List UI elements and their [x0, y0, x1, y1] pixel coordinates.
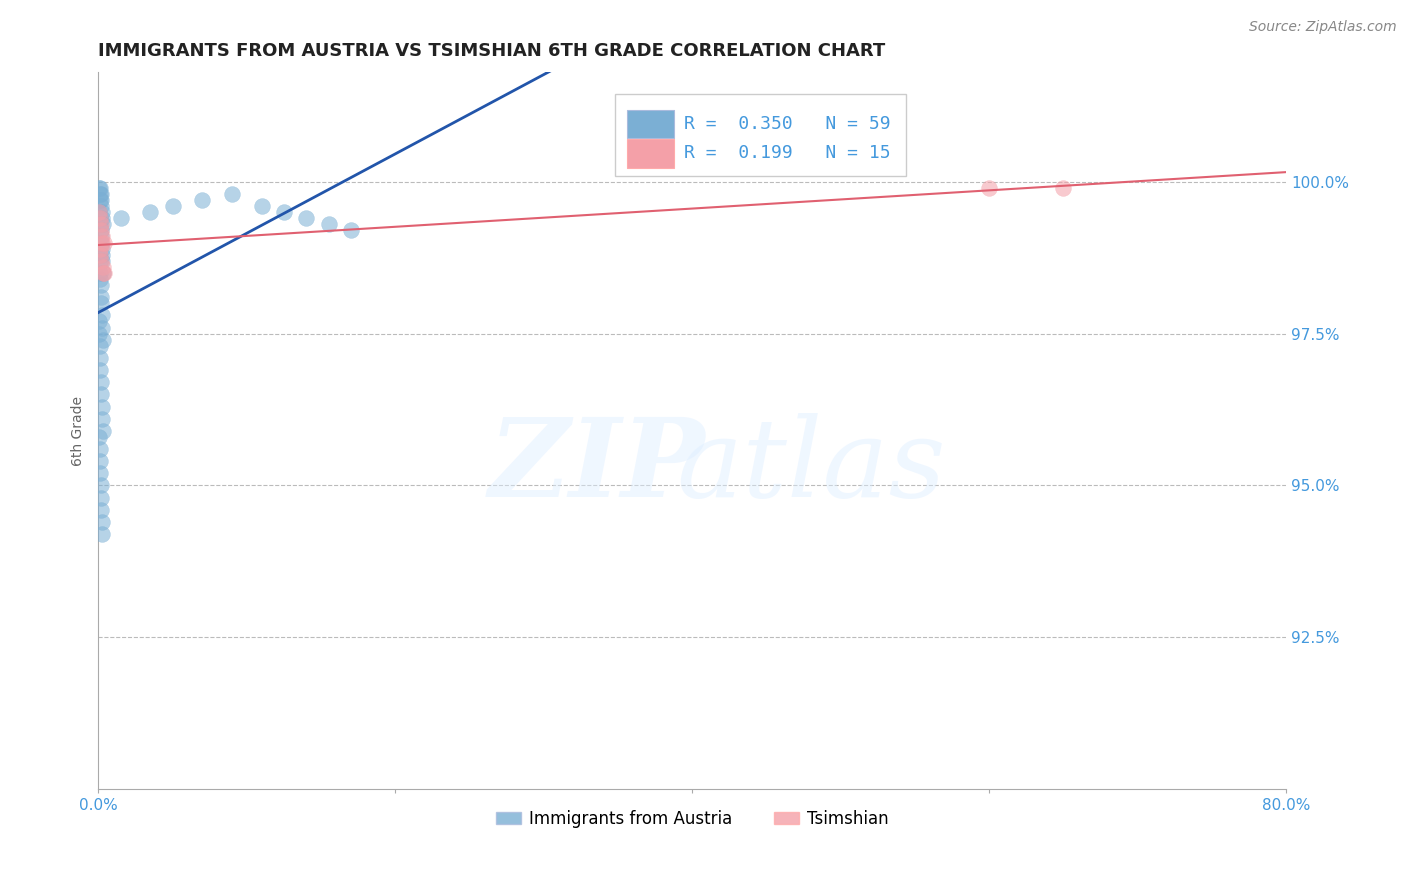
Text: Source: ZipAtlas.com: Source: ZipAtlas.com — [1249, 20, 1396, 34]
Point — [89, 193, 111, 207]
FancyBboxPatch shape — [614, 94, 905, 177]
Point — [89, 326, 111, 341]
Point — [89, 247, 111, 261]
Point — [90, 278, 112, 293]
Point — [89, 339, 111, 353]
FancyBboxPatch shape — [627, 110, 675, 138]
Point — [89, 272, 111, 286]
Point — [295, 211, 318, 226]
Text: R =  0.350   N = 59: R = 0.350 N = 59 — [683, 115, 890, 133]
Point — [89, 205, 111, 219]
Point — [90, 229, 112, 244]
Point — [977, 181, 1000, 195]
Point — [221, 186, 243, 201]
Point — [89, 211, 111, 226]
Point — [91, 320, 114, 334]
Point — [93, 266, 115, 280]
Point — [89, 242, 111, 256]
Point — [89, 363, 111, 377]
Point — [87, 314, 110, 328]
Point — [91, 424, 114, 438]
Point — [91, 217, 114, 231]
Point — [89, 467, 111, 481]
Text: IMMIGRANTS FROM AUSTRIA VS TSIMSHIAN 6TH GRADE CORRELATION CHART: IMMIGRANTS FROM AUSTRIA VS TSIMSHIAN 6TH… — [98, 42, 886, 60]
Point — [89, 266, 111, 280]
Text: atlas: atlas — [676, 413, 946, 520]
Point — [93, 235, 115, 250]
Text: ZIP: ZIP — [489, 413, 706, 520]
Point — [90, 235, 112, 250]
Point — [91, 266, 114, 280]
Point — [90, 515, 112, 529]
Point — [90, 387, 112, 401]
Point — [1052, 181, 1074, 195]
Point — [91, 260, 114, 274]
Point — [91, 253, 114, 268]
Point — [89, 351, 111, 365]
Point — [89, 430, 111, 444]
Point — [90, 253, 112, 268]
Point — [90, 400, 112, 414]
Point — [90, 186, 112, 201]
Point — [90, 290, 112, 304]
Point — [90, 217, 112, 231]
Point — [273, 205, 295, 219]
Point — [90, 478, 112, 492]
Point — [90, 193, 112, 207]
Point — [90, 376, 112, 390]
Point — [91, 247, 114, 261]
Point — [139, 205, 162, 219]
Point — [91, 527, 114, 541]
Point — [91, 235, 114, 250]
FancyBboxPatch shape — [627, 139, 675, 168]
Point — [91, 333, 114, 347]
Point — [91, 211, 114, 226]
Point — [191, 193, 214, 207]
Legend: Immigrants from Austria, Tsimshian: Immigrants from Austria, Tsimshian — [489, 804, 896, 835]
Point — [90, 199, 112, 213]
Point — [91, 266, 114, 280]
Point — [91, 411, 114, 425]
Point — [89, 217, 111, 231]
Point — [89, 247, 111, 261]
Point — [162, 199, 184, 213]
Point — [89, 186, 111, 201]
Point — [89, 205, 111, 219]
Point — [90, 491, 112, 505]
Point — [90, 503, 112, 517]
Point — [90, 242, 112, 256]
Point — [90, 229, 112, 244]
Point — [90, 309, 112, 323]
Point — [89, 253, 111, 268]
Point — [110, 211, 132, 226]
Point — [90, 296, 112, 310]
Point — [250, 199, 273, 213]
Point — [89, 454, 111, 468]
Text: R =  0.199   N = 15: R = 0.199 N = 15 — [683, 145, 890, 162]
Point — [339, 223, 361, 237]
Point — [89, 223, 111, 237]
Point — [89, 442, 111, 456]
Point — [318, 217, 340, 231]
Point — [90, 205, 112, 219]
Point — [90, 223, 112, 237]
Point — [89, 181, 111, 195]
Y-axis label: 6th Grade: 6th Grade — [72, 396, 86, 466]
Point — [89, 211, 111, 226]
Point — [89, 181, 111, 195]
